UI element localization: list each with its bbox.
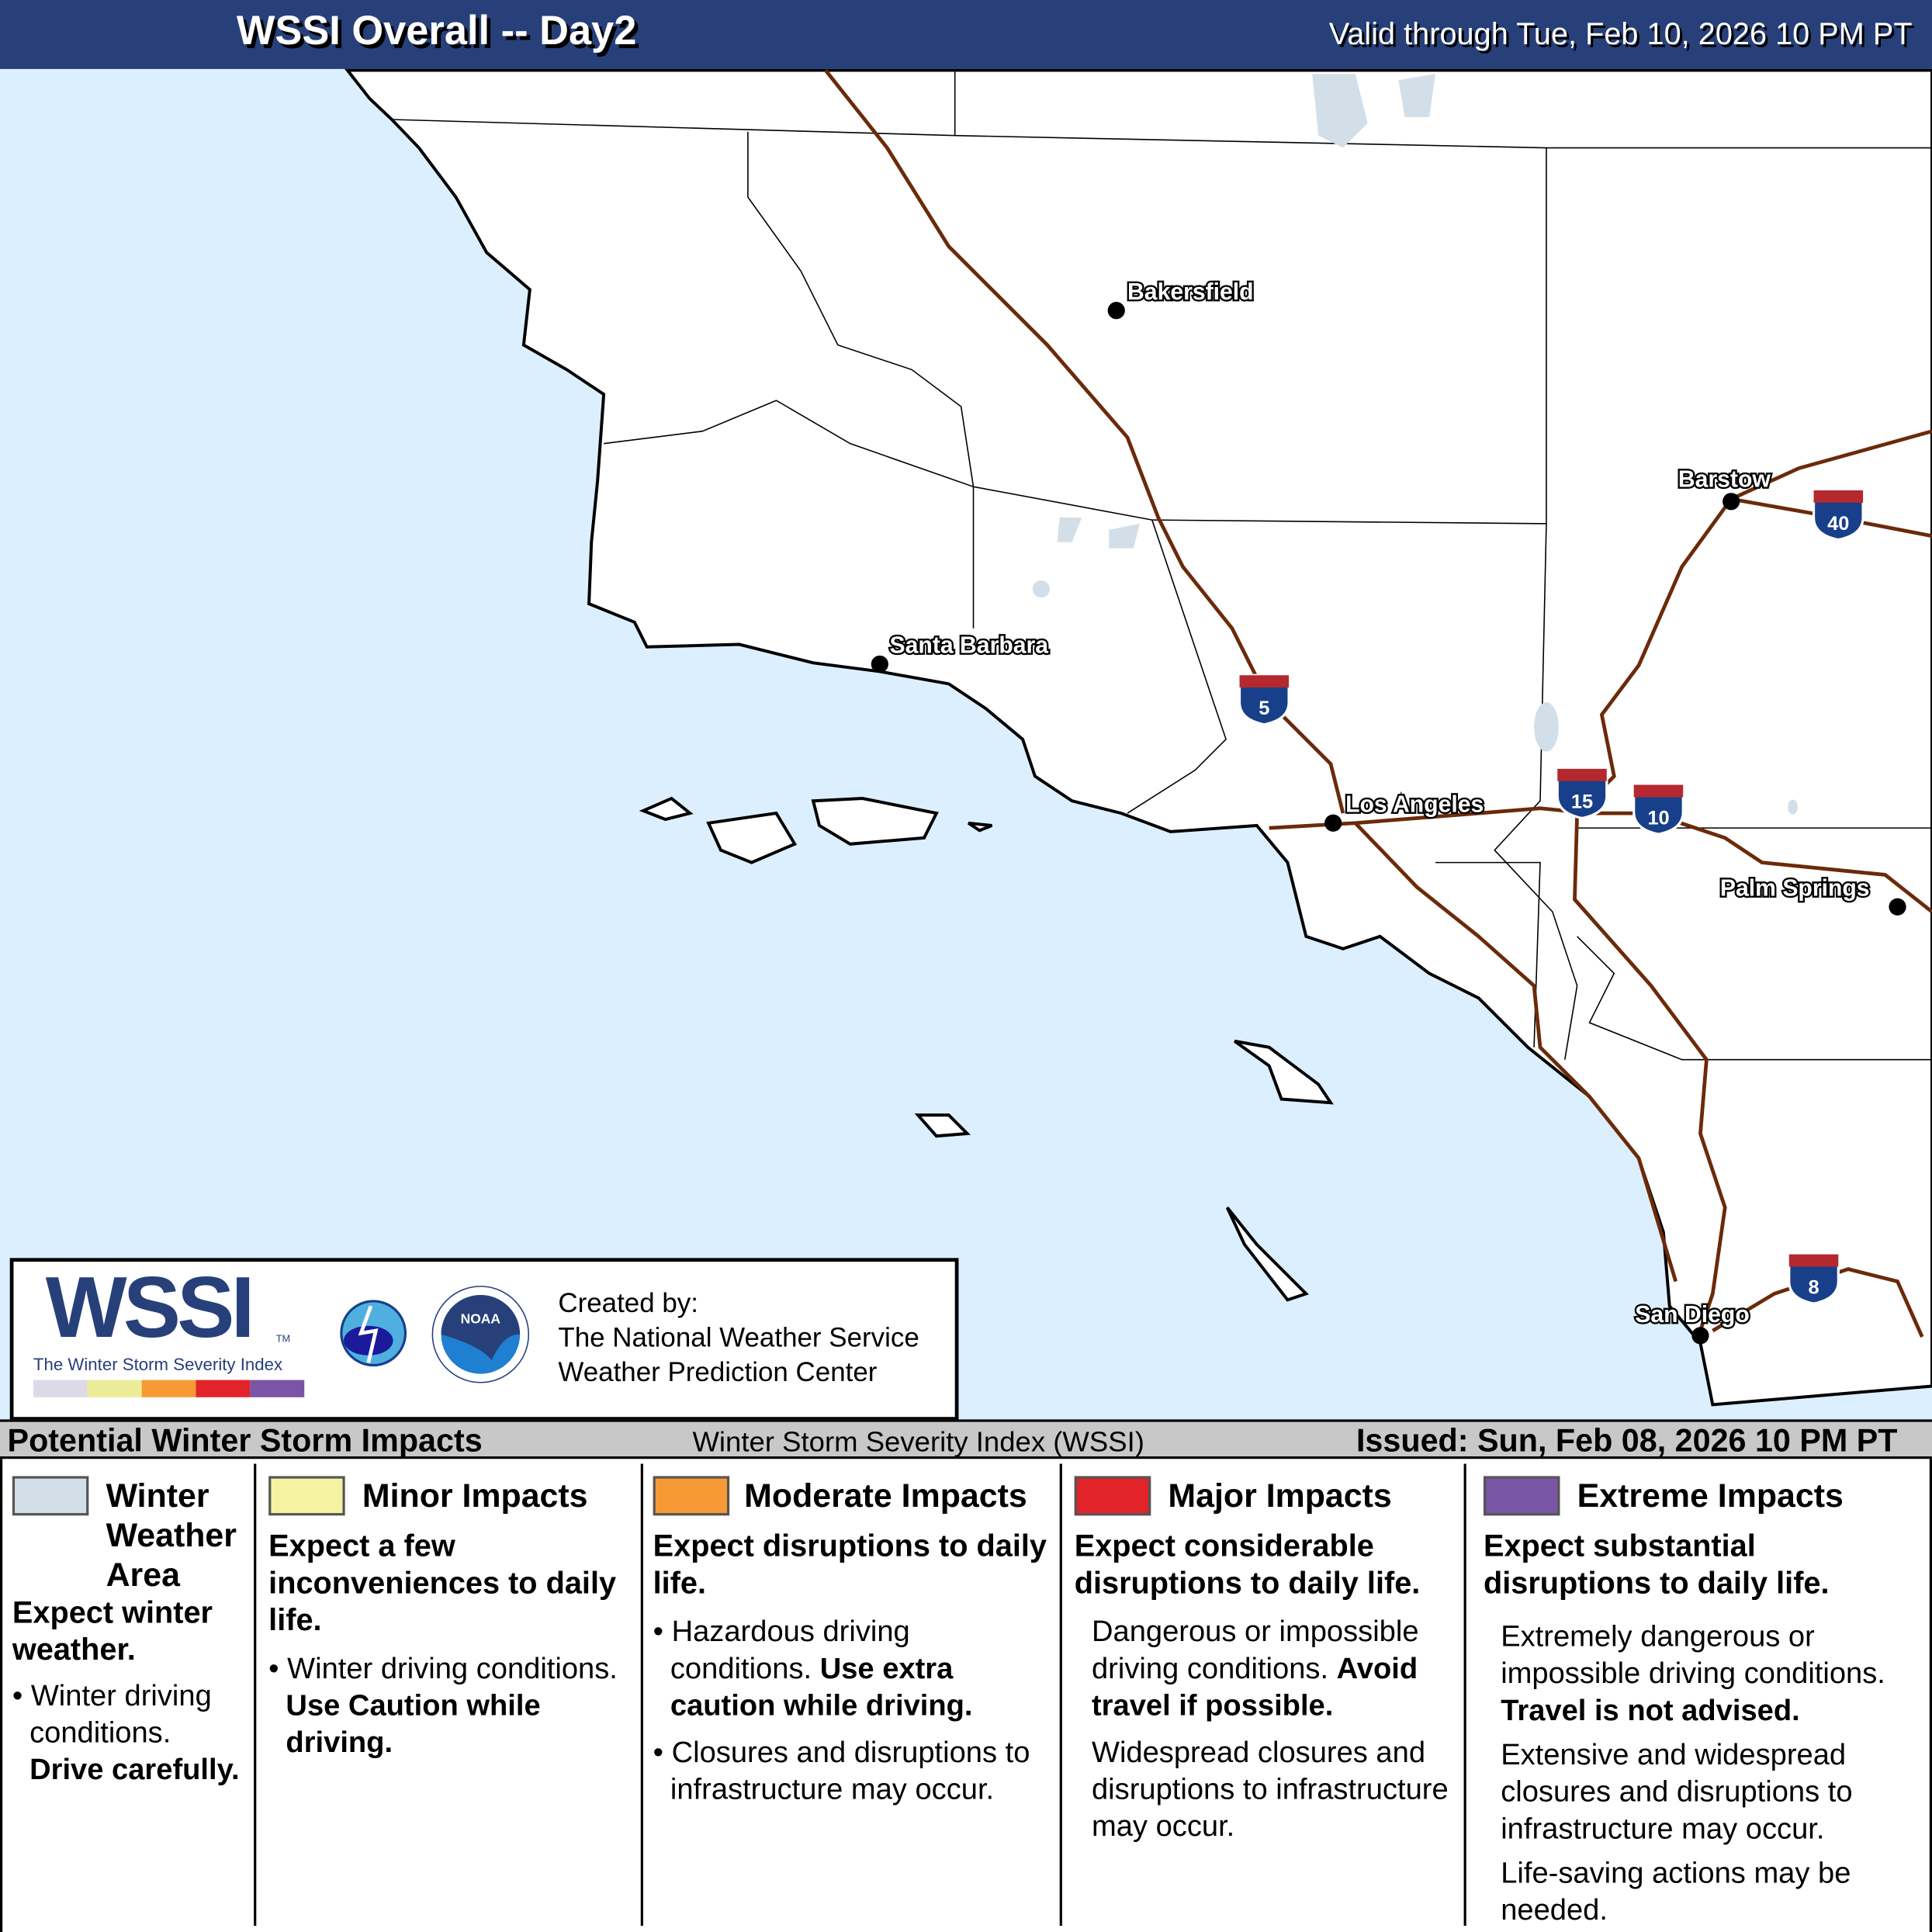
- city-label: Santa Barbara: [890, 633, 1049, 659]
- city-dot: [1723, 493, 1740, 511]
- city-dot: [1889, 898, 1906, 916]
- scale-swatch-winter: [33, 1380, 88, 1397]
- legend-header: Potential Winter Storm Impacts Winter St…: [0, 1419, 1932, 1459]
- legend-title: Potential Winter Storm Impacts: [7, 1421, 483, 1459]
- noaa-logo-icon: NOAA: [431, 1286, 530, 1383]
- divider: [254, 1463, 257, 1927]
- legend-winter-weather-area: Winter Weather Area Expect winter weathe…: [12, 1464, 253, 1932]
- interstate-roads: [824, 69, 1932, 1338]
- divider: [640, 1463, 643, 1927]
- winter-weather-areas: [1032, 74, 1798, 815]
- issued-time: Issued: Sun, Feb 08, 2026 10 PM PT: [1356, 1421, 1898, 1459]
- legend-moderate: Moderate Impacts Expect disruptions to d…: [653, 1464, 1058, 1932]
- nws-logo-icon: [326, 1286, 421, 1380]
- swatch-major: [1074, 1476, 1151, 1516]
- channel-islands: [639, 796, 1334, 1302]
- svg-text:15: 15: [1571, 791, 1593, 813]
- wssi-subtitle: The Winter Storm Severity Index: [33, 1354, 283, 1374]
- scale-swatch-major: [196, 1380, 251, 1397]
- header-bar: WSSI Overall -- Day2 Valid through Tue, …: [0, 0, 1932, 69]
- legend-major: Major Impacts Expect considerable disrup…: [1074, 1464, 1463, 1932]
- swatch-winter: [12, 1476, 89, 1516]
- swatch-minor: [268, 1476, 345, 1516]
- created-by: Created by: The National Weather Service…: [558, 1286, 919, 1390]
- interstate-5-shield: 5: [1238, 673, 1290, 726]
- scale-swatch-extreme: [250, 1380, 305, 1397]
- valid-through: Valid through Tue, Feb 10, 2026 10 PM PT: [1328, 17, 1913, 52]
- scale-swatch-minor: [87, 1380, 142, 1397]
- wssi-logo: WSSI: [45, 1259, 255, 1356]
- svg-text:5: 5: [1259, 698, 1269, 719]
- org-nws: The National Weather Service: [558, 1321, 919, 1353]
- legend-minor: Minor Impacts Expect a few inconvenience…: [268, 1464, 638, 1932]
- city-label: Los Angeles: [1345, 791, 1484, 817]
- category-headline: Expect substantial disruptions to daily …: [1483, 1529, 1830, 1601]
- legend-extreme: Extreme Impacts Expect substantial disru…: [1483, 1464, 1927, 1932]
- city-label: Barstow: [1678, 466, 1771, 492]
- interstate-10-shield: 10: [1633, 783, 1684, 836]
- city-dot: [871, 655, 888, 673]
- city-label: Palm Springs: [1720, 875, 1870, 901]
- trademark: TM: [275, 1333, 291, 1345]
- city-label: Bakersfield: [1127, 279, 1254, 305]
- interstate-15-shield: 15: [1556, 767, 1608, 820]
- svg-text:8: 8: [1808, 1276, 1819, 1298]
- interstate-shields: 5 15 10 40 8: [1238, 489, 1864, 1305]
- city-dot: [1691, 1327, 1709, 1345]
- category-headline: Expect considerable disruptions to daily…: [1074, 1529, 1421, 1601]
- category-name: Winter Weather Area: [106, 1477, 237, 1594]
- city-label: San Diego: [1635, 1302, 1749, 1328]
- svg-text:NOAA: NOAA: [461, 1311, 501, 1327]
- cities: Bakersfield Santa Barbara Los Angeles Ba…: [871, 278, 1906, 1345]
- map-title: WSSI Overall -- Day2: [236, 7, 637, 54]
- category-headline: Expect a few inconveniences to daily lif…: [268, 1529, 617, 1638]
- category-headline: Expect disruptions to daily life.: [653, 1529, 1047, 1601]
- city-dot: [1107, 302, 1125, 320]
- swatch-moderate: [653, 1476, 730, 1516]
- org-wpc: Weather Prediction Center: [558, 1356, 878, 1388]
- logo-panel: WSSI TM The Winter Storm Severity Index …: [9, 1258, 959, 1421]
- divider: [1059, 1463, 1062, 1927]
- map-canvas: 5 15 10 40 8 Bakersfield Santa Barbara L…: [0, 68, 1932, 1420]
- category-headline: Expect winter weather.: [12, 1595, 213, 1667]
- svg-text:40: 40: [1827, 513, 1849, 535]
- created-by-label: Created by:: [558, 1287, 698, 1319]
- interstate-40-shield: 40: [1812, 489, 1864, 542]
- category-name: Major Impacts: [1168, 1477, 1392, 1515]
- category-name: Extreme Impacts: [1577, 1477, 1844, 1515]
- category-name: Moderate Impacts: [744, 1477, 1027, 1515]
- city-dot: [1324, 814, 1342, 832]
- scale-swatch-moderate: [141, 1380, 196, 1397]
- interstate-8-shield: 8: [1788, 1253, 1840, 1305]
- legend-subtitle: Winter Storm Severity Index (WSSI): [692, 1425, 1144, 1458]
- legend-body: [0, 1459, 1932, 1932]
- svg-text:10: 10: [1647, 807, 1669, 829]
- county-borders: [391, 70, 1932, 1061]
- swatch-extreme: [1483, 1476, 1560, 1516]
- category-name: Minor Impacts: [362, 1477, 588, 1515]
- divider: [1463, 1463, 1466, 1927]
